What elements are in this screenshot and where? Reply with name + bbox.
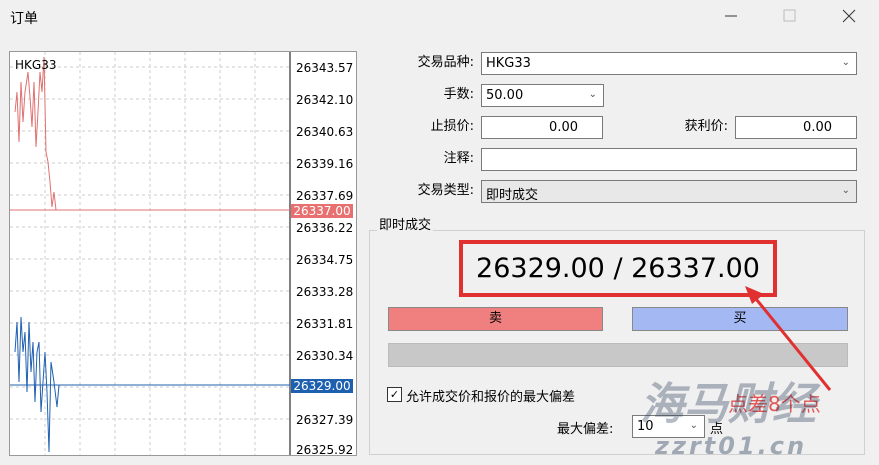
symbol-label: 交易品种: [417,55,474,70]
volume-select[interactable]: 50.00 ⌄ [481,84,604,107]
type-select[interactable]: 即时成交 ⌄ [481,180,857,203]
window-title: 订单 [10,11,38,27]
max-deviation-value: 10 [637,419,654,434]
take-profit-label: 获利价: [684,119,728,134]
price-axis-label: 26340.63 [296,125,354,139]
bid-price-label: 26329.00 [291,379,353,393]
execution-group [369,230,865,455]
price-axis-label: 26339.16 [296,157,354,171]
take-profit-value: 0.00 [803,120,832,135]
watermark-url: zzrt01.cn [655,432,808,460]
sell-button[interactable]: 卖 [388,307,603,331]
annotation-arrow [745,286,832,391]
price-axis-label: 26331.81 [296,317,354,331]
ask-price-label: 26337.00 [291,204,353,218]
price-axis-label: 26330.34 [296,349,354,363]
take-profit-input[interactable]: 0.00 [735,116,857,139]
price-axis-label: 26336.22 [296,221,354,235]
deviation-label: 允许成交价和报价的最大偏差 [406,390,576,405]
price-axis-label: 26333.28 [296,285,354,299]
type-label: 交易类型: [417,183,474,198]
execution-title: 即时成交 [377,214,434,233]
price-axis-label: 26343.57 [296,61,354,75]
comment-input[interactable] [481,148,857,171]
chart-symbol: HKG33 [15,58,57,72]
stop-loss-input[interactable]: 0.00 [481,116,603,139]
comment-label: 注释: [443,151,474,166]
price-axis-label: 26342.10 [296,93,354,107]
price-axis-label: 26327.39 [296,413,354,427]
deviation-checkbox[interactable]: ✓ [387,387,402,402]
price-axis-label: 26337.69 [296,189,354,203]
stop-loss-label: 止损价: [430,119,474,134]
annotation: 点差8个点 [728,392,821,416]
volume-label: 手数: [443,87,474,102]
max-deviation-select[interactable]: 10 ⌄ [632,415,705,438]
type-value: 即时成交 [486,188,539,203]
quote: 26329.00 / 26337.00 [459,240,777,297]
volume-value: 50.00 [486,88,524,103]
stop-loss-value: 0.00 [549,120,578,135]
points-unit: 点 [710,422,724,437]
progress-bar [388,343,848,367]
max-deviation-label: 最大偏差: [557,422,614,437]
price-axis-label: 26325.92 [296,443,354,457]
symbol-select[interactable]: HKG33 ⌄ [481,52,857,75]
price-axis-label: 26334.75 [296,253,354,267]
window-controls[interactable] [720,6,870,26]
watermark-name: 海马财经 [640,379,816,430]
buy-button[interactable]: 买 [632,307,848,331]
tick-chart-plot [10,52,291,455]
symbol-value: HKG33 [486,56,531,71]
